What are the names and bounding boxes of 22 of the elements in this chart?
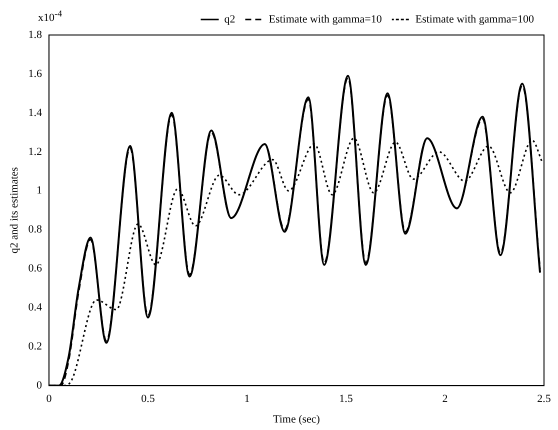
legend-label: q2 bbox=[224, 13, 236, 26]
y-tick-label: 0.8 bbox=[28, 224, 42, 236]
y-tick-label: 1.2 bbox=[28, 146, 42, 158]
y-tick-label: 1.8 bbox=[28, 28, 42, 41]
legend-label: Estimate with gamma=100 bbox=[415, 13, 534, 26]
x-tick-label: 2 bbox=[442, 393, 448, 406]
text: x10$^{-4}$ bbox=[38, 8, 62, 24]
y-tick-label: 1.6 bbox=[28, 68, 42, 80]
x-axis-title: Time (sec) bbox=[273, 413, 320, 426]
x-tick-label: 2.5 bbox=[537, 393, 552, 406]
x-tick-label: 1.5 bbox=[339, 393, 354, 406]
y-tick-label: 0.6 bbox=[28, 262, 42, 275]
y-tick-label: 0 bbox=[36, 379, 42, 392]
x-tick-label: 0.5 bbox=[141, 393, 156, 406]
y-tick-label: 0.4 bbox=[28, 302, 42, 314]
y-tick-label: 0.2 bbox=[28, 340, 42, 353]
x-tick-label: 0 bbox=[46, 393, 52, 406]
y-axis-title: q2 and its estimates bbox=[8, 167, 20, 254]
y-tick-label: 1.4 bbox=[28, 106, 42, 119]
x-tick-label: 1 bbox=[244, 393, 250, 406]
legend-label: Estimate with gamma=10 bbox=[268, 13, 382, 26]
y-tick-label: 1 bbox=[36, 184, 42, 197]
